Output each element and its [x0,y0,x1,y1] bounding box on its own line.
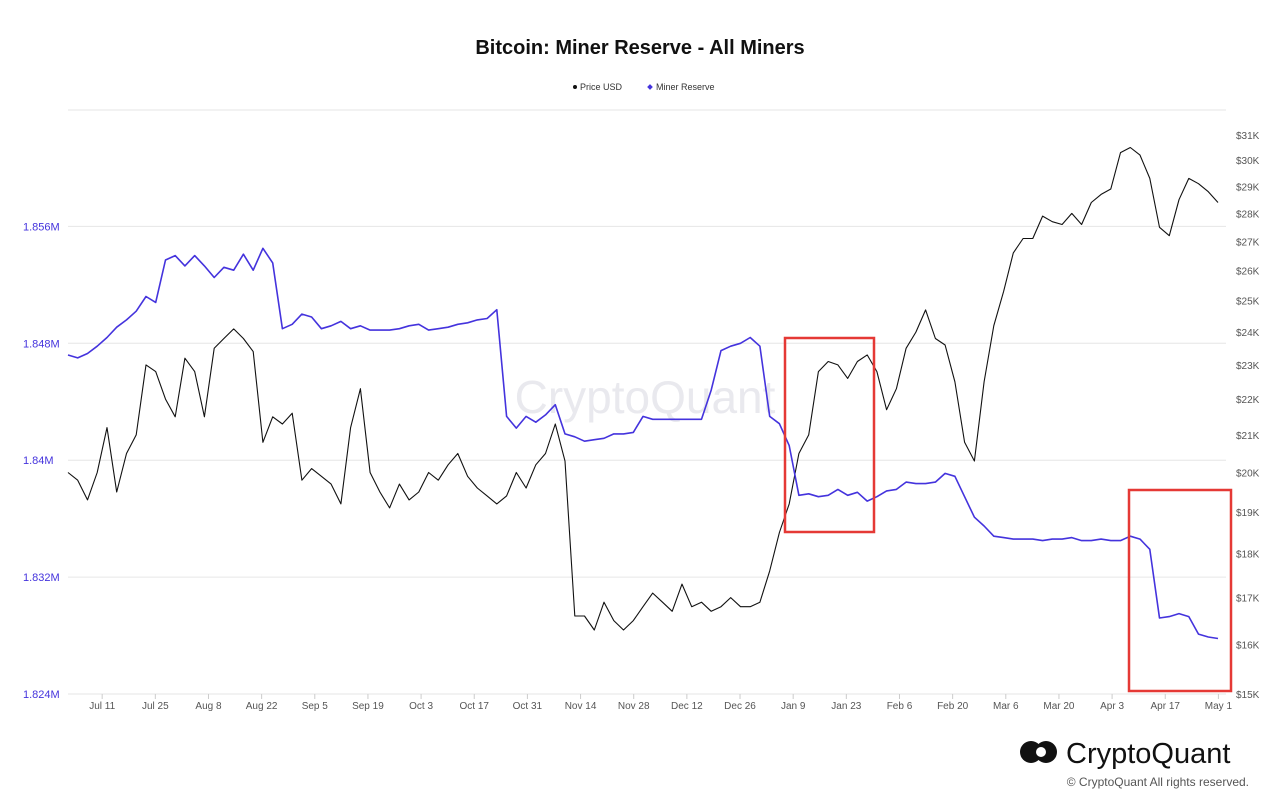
right-tick-label: $17K [1236,594,1260,605]
x-tick-label: Jul 25 [142,701,169,712]
x-tick-label: Apr 17 [1151,701,1181,712]
right-tick-label: $22K [1236,395,1260,406]
left-tick-label: 1.848M [23,338,60,350]
highlight-box [1127,488,1233,693]
x-tick-label: Feb 6 [887,701,913,712]
annotation-boxes [783,336,1233,693]
left-tick-label: 1.84M [23,455,54,467]
right-tick-label: $24K [1236,328,1260,339]
right-tick-label: $15K [1236,690,1260,701]
x-tick-label: May 1 [1205,701,1233,712]
right-tick-label: $25K [1236,297,1260,308]
watermark: CryptoQuant [515,371,776,423]
right-axis: $15K $16K $17K $18K $19K $20K $21K $22K $23K $24K… [1236,131,1260,701]
right-tick-label: $18K [1236,550,1260,561]
legend-price-label[interactable]: Price USD [580,82,623,92]
brand-logo: CryptoQuant [1020,738,1230,770]
x-tick-label: Oct 17 [460,701,490,712]
highlight-box [783,336,876,534]
series-lines [67,146,1219,640]
left-axis: 1.824M 1.832M 1.84M 1.848M 1.856M [23,221,60,701]
x-tick-label: Oct 31 [513,701,543,712]
miner-reserve-line [67,247,1219,640]
x-tick-label: Nov 28 [618,701,650,712]
right-tick-label: $30K [1236,156,1260,167]
x-tick-label: Feb 20 [937,701,969,712]
x-tick-label: Aug 22 [246,701,278,712]
legend-reserve-label[interactable]: Miner Reserve [656,82,715,92]
x-tick-label: Aug 8 [195,701,222,712]
right-tick-label: $23K [1236,361,1260,372]
x-tick-label: Jul 11 [89,701,115,712]
legend-price-marker [573,85,577,89]
legend: Price USD Miner Reserve [573,82,715,92]
x-tick-label: Nov 14 [565,701,597,712]
price-usd-line [67,146,1219,631]
x-tick-label: Sep 5 [302,701,329,712]
x-tick-label: Jan 9 [781,701,806,712]
right-tick-label: $21K [1236,431,1260,442]
x-tick-label: Dec 12 [671,701,703,712]
logo-mark-icon [1036,747,1046,757]
x-tick-label: Mar 20 [1043,701,1075,712]
right-tick-label: $27K [1236,237,1260,248]
x-tick-label: Oct 3 [409,701,433,712]
grid-lines [68,109,1226,695]
left-tick-label: 1.856M [23,221,60,233]
right-tick-label: $26K [1236,266,1260,277]
brand-name: CryptoQuant [1066,738,1230,770]
right-tick-label: $29K [1236,182,1260,193]
x-tick-label: Sep 19 [352,701,384,712]
x-tick-label: Jan 23 [831,701,861,712]
right-tick-label: $31K [1236,131,1260,142]
x-tick-label: Dec 26 [724,701,756,712]
right-tick-label: $28K [1236,209,1260,220]
legend-reserve-marker [647,84,653,90]
left-tick-label: 1.824M [23,689,60,701]
right-tick-label: $16K [1236,640,1260,651]
x-tick-label: Apr 3 [1100,701,1124,712]
x-tick-label: Mar 6 [993,701,1019,712]
copyright: © CryptoQuant All rights reserved. [1067,775,1249,789]
left-tick-label: 1.832M [23,572,60,584]
right-tick-label: $19K [1236,508,1260,519]
chart-title: Bitcoin: Miner Reserve - All Miners [475,37,804,59]
right-tick-label: $20K [1236,468,1260,479]
x-axis: Jul 11 Jul 25 Aug 8 Aug 22 Sep 5 Sep 19 Oct 3 O… [89,694,1232,712]
